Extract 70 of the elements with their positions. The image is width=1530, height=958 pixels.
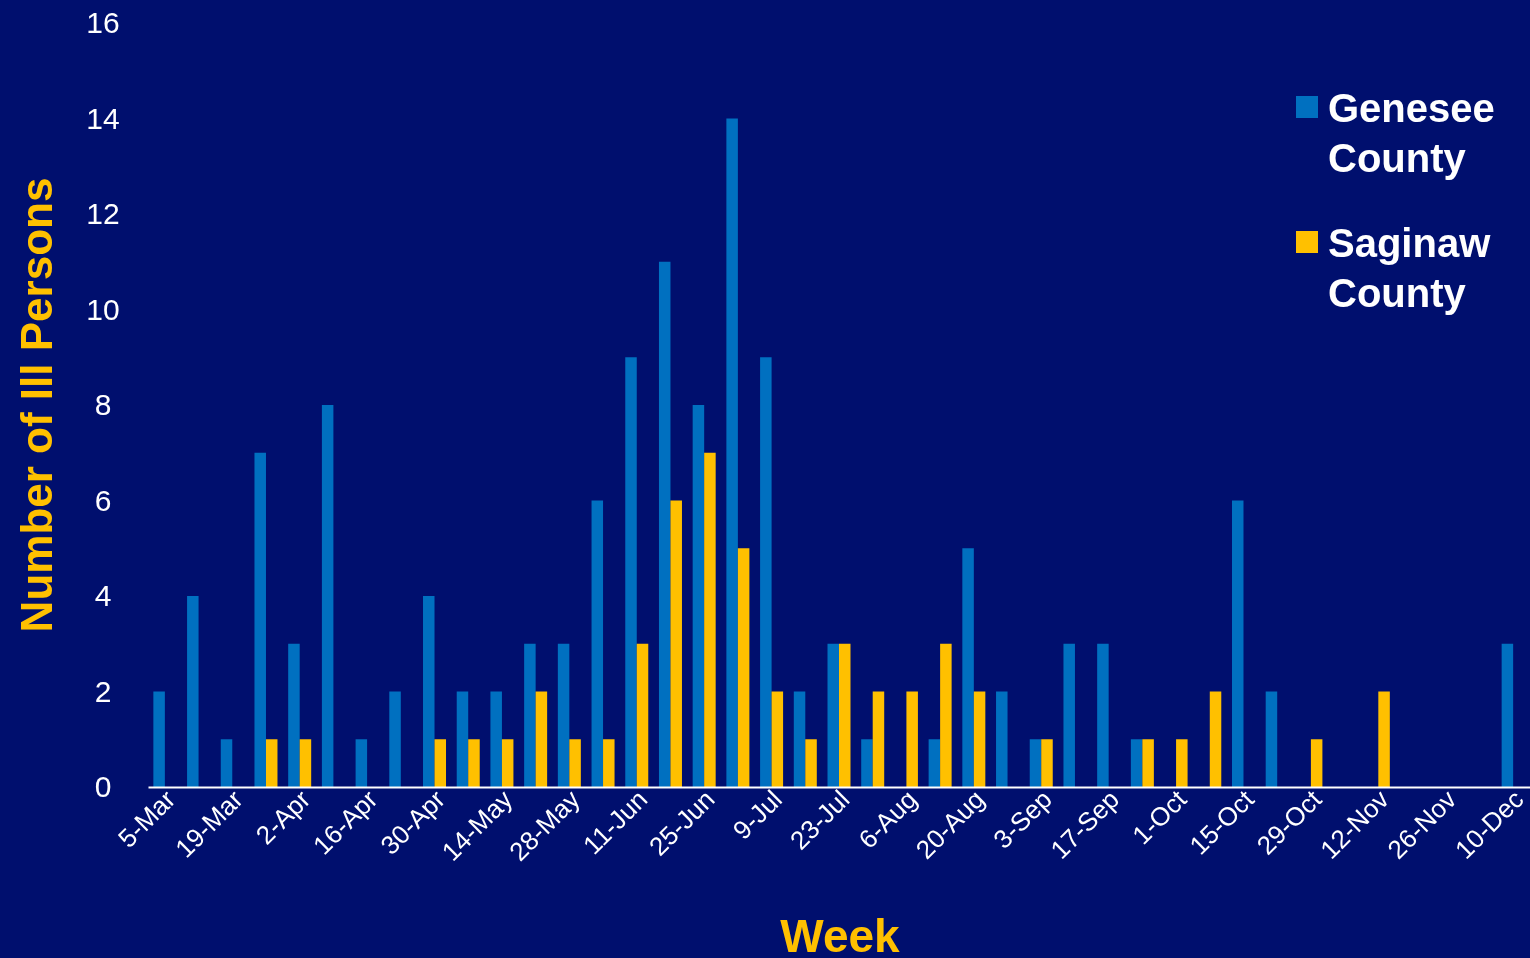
bar	[490, 691, 502, 787]
bar	[389, 691, 401, 787]
bar	[692, 405, 705, 787]
bar	[827, 643, 839, 787]
bar	[524, 643, 536, 787]
bar	[861, 739, 873, 787]
y-tick-label: 12	[86, 197, 120, 231]
bar	[1063, 643, 1075, 787]
bar	[153, 691, 165, 787]
y-tick-label: 10	[86, 292, 120, 326]
bar	[501, 739, 514, 787]
bar	[355, 739, 368, 787]
x-axis-title: Week	[780, 910, 901, 958]
bar	[1029, 739, 1042, 787]
y-tick-label: 14	[86, 101, 120, 135]
bar	[187, 596, 199, 787]
bar	[591, 500, 604, 787]
bar	[254, 452, 266, 787]
bar	[940, 643, 952, 787]
bar	[321, 405, 334, 787]
bar	[906, 691, 918, 787]
y-tick-label: 0	[94, 770, 112, 804]
bar	[636, 643, 649, 787]
bar	[658, 261, 671, 787]
y-tick-label: 16	[86, 6, 120, 40]
bar	[265, 739, 278, 787]
bar	[670, 500, 682, 787]
bar	[1231, 500, 1244, 787]
bar	[771, 691, 784, 787]
bar	[1176, 739, 1188, 787]
y-tick-label: 2	[94, 674, 112, 708]
bar	[288, 643, 300, 787]
bar	[1041, 739, 1053, 787]
bar	[569, 739, 581, 787]
bar	[973, 691, 986, 787]
bar	[839, 643, 851, 787]
bar	[1265, 691, 1278, 787]
bar	[423, 596, 435, 787]
bar	[1142, 739, 1154, 787]
bar	[737, 548, 750, 787]
bar	[704, 452, 716, 787]
y-tick-label: 4	[94, 579, 112, 613]
legend-label: Genesee County	[1328, 86, 1495, 180]
bar	[793, 691, 806, 787]
bar	[1378, 691, 1390, 787]
bar	[760, 357, 772, 787]
bar	[928, 739, 941, 787]
y-tick-label: 8	[94, 388, 112, 422]
bar	[603, 739, 615, 787]
bar	[1501, 643, 1514, 787]
bar	[805, 739, 817, 787]
bar	[220, 739, 233, 787]
bar	[299, 739, 312, 787]
bar	[557, 643, 570, 787]
legend-label: Saginaw County	[1328, 221, 1492, 315]
bar	[1209, 691, 1222, 787]
bar	[872, 691, 885, 787]
bar	[434, 739, 447, 787]
bar	[996, 691, 1008, 787]
y-axis-title: Number of Ill Persons	[12, 177, 61, 633]
bar	[456, 691, 469, 787]
bar	[1130, 739, 1143, 787]
y-tick-label: 6	[94, 483, 112, 517]
bar	[726, 118, 738, 787]
bar	[1310, 739, 1323, 787]
bar	[625, 357, 637, 787]
bar	[535, 691, 548, 787]
bar	[962, 548, 974, 787]
bar	[1097, 643, 1109, 787]
bar	[468, 739, 480, 787]
